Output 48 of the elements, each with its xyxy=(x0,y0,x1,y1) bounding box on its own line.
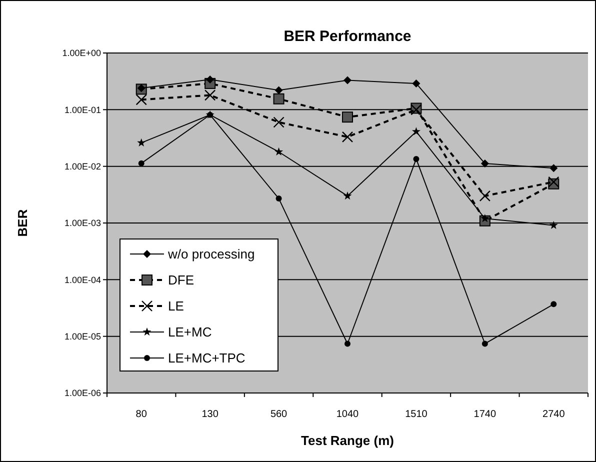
x-axis-title: Test Range (m) xyxy=(301,433,394,448)
point xyxy=(343,191,352,200)
x-tick-label: 130 xyxy=(202,409,219,420)
legend-label: LE+MC xyxy=(168,324,212,340)
x-tick-label: 1040 xyxy=(336,409,360,420)
point xyxy=(344,76,352,84)
point xyxy=(480,160,489,168)
y-tick-label: 1.00E-01 xyxy=(64,104,101,115)
x-tick-label: 80 xyxy=(136,409,148,420)
x-tick-label: 1510 xyxy=(405,409,428,420)
point xyxy=(344,340,350,347)
point xyxy=(413,156,420,162)
point xyxy=(136,94,147,106)
x-tick-label: 2740 xyxy=(542,409,566,420)
point xyxy=(138,160,144,166)
x-tick-label: 560 xyxy=(270,409,288,420)
y-tick-label: 1.00E-03 xyxy=(64,218,101,228)
point xyxy=(412,79,420,88)
point xyxy=(137,138,146,146)
point xyxy=(206,76,214,84)
point xyxy=(550,301,557,308)
x-tick-label: 1740 xyxy=(474,409,496,420)
point xyxy=(274,147,284,156)
point xyxy=(276,196,282,202)
point xyxy=(273,93,284,104)
point xyxy=(342,131,354,143)
point xyxy=(479,190,491,202)
chart-title: BER Performance xyxy=(284,28,412,45)
point xyxy=(204,90,216,101)
point xyxy=(480,214,490,222)
legend-label: LE xyxy=(168,298,184,314)
y-tick-label: 1.00E-06 xyxy=(64,388,101,398)
y-axis-title: BER xyxy=(15,208,30,237)
y-tick-label: 1.00E-05 xyxy=(64,331,101,342)
point xyxy=(412,127,420,136)
y-tick-label: 1.00E+00 xyxy=(62,48,101,58)
point xyxy=(273,116,284,128)
point xyxy=(482,340,488,347)
y-tick-label: 1.00E-04 xyxy=(64,274,101,285)
point xyxy=(274,86,283,94)
point xyxy=(342,112,353,123)
y-tick-label: 1.00E-02 xyxy=(64,161,101,172)
point xyxy=(549,220,558,229)
legend-label: LE+MC+TPC xyxy=(168,350,246,366)
point xyxy=(550,164,558,172)
point xyxy=(137,84,146,92)
legend-label: DFE xyxy=(168,272,194,288)
legend-label: w/o processing xyxy=(167,246,255,262)
